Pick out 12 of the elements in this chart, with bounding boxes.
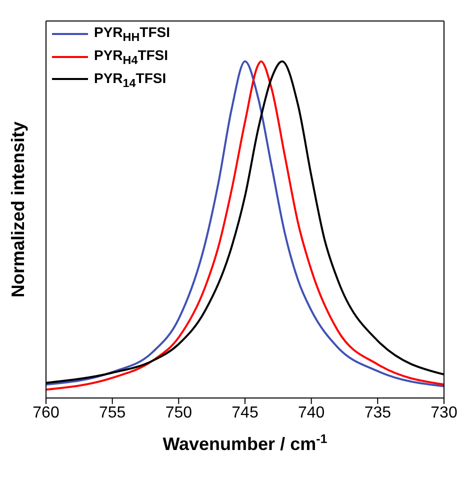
- x-tick-label: 755: [98, 404, 126, 422]
- x-tick-label: 745: [232, 404, 258, 422]
- y-axis-title: Normalized intensity: [8, 121, 28, 298]
- x-tick-label: 750: [165, 404, 192, 422]
- x-tick-label: 760: [32, 404, 60, 422]
- x-tick-label: 730: [430, 404, 458, 422]
- legend-label: PYR$_{H4}$TFSI: [94, 46, 168, 67]
- x-axis-title: Wavenumber / cm$^{-1}$: [162, 432, 328, 454]
- x-tick-label: 740: [298, 404, 325, 422]
- legend-label: PYR$_{14}$TFSI: [94, 70, 166, 90]
- legend-label: PYR$_{HH}$TFSI: [94, 24, 170, 44]
- x-tick-label: 735: [364, 404, 392, 422]
